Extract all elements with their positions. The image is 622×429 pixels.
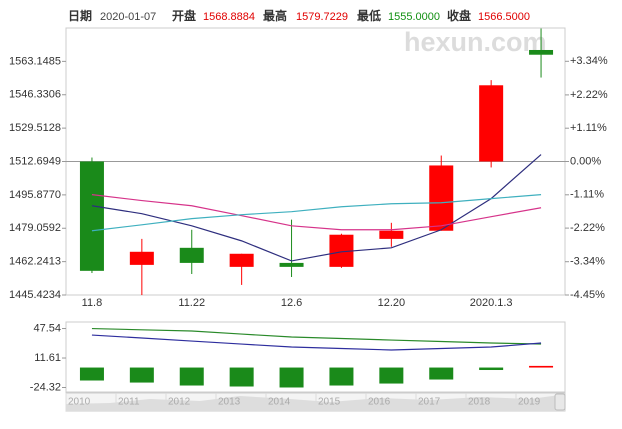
ma-line	[91, 334, 542, 351]
timeline-label: 2016	[368, 397, 391, 408]
ma-line	[91, 194, 542, 232]
timeline-label: 2014	[268, 397, 291, 408]
header-value: 1566.5000	[478, 11, 530, 23]
timeline-label: 2017	[418, 397, 441, 408]
header-label: 最高	[263, 8, 287, 23]
x-tick-label: 11.22	[178, 297, 205, 309]
y-tick-label: 1512.6949	[9, 155, 61, 167]
x-tick-label: 2020.1.3	[470, 297, 513, 309]
y2-tick-label: +3.34%	[570, 55, 608, 67]
candle-body	[279, 262, 304, 267]
y-tick-label: 1529.5128	[9, 122, 61, 134]
bar	[129, 367, 154, 383]
timeline-label: 2018	[468, 397, 491, 408]
timeline-label: 2013	[218, 397, 241, 408]
header-value: 2020-01-07	[100, 11, 156, 23]
timeline-label: 2015	[318, 397, 341, 408]
ma-line	[91, 327, 542, 345]
header-value: 1555.0000	[388, 11, 440, 23]
header-label: 收盘	[447, 8, 471, 23]
bar	[229, 367, 254, 387]
y2-tick-label: +1.11%	[570, 122, 607, 134]
bar	[79, 367, 104, 381]
watermark: hexun.com	[404, 27, 547, 57]
timeline-label: 2011	[118, 397, 140, 408]
y2-tick-label: -2.22%	[570, 222, 605, 234]
timeline-label: 2012	[168, 397, 191, 408]
header-value: 1579.7229	[296, 11, 348, 23]
y2-tick-label: +2.22%	[570, 89, 608, 101]
x-tick-label: 11.8	[82, 297, 103, 309]
candle-body	[179, 247, 204, 263]
y-tick-label: 1546.3306	[9, 89, 61, 101]
candle-body	[479, 85, 504, 162]
bar	[379, 367, 404, 384]
timeline-label: 2010	[68, 397, 91, 408]
candle-body	[529, 49, 554, 55]
y-tick-label: 47.54	[33, 322, 61, 334]
ma-line	[91, 194, 542, 231]
candle-body	[229, 253, 254, 267]
plot-frame	[65, 321, 566, 393]
timeline-label: 2019	[518, 397, 541, 408]
candle-body	[79, 161, 104, 271]
y-tick-label: 1462.2413	[9, 256, 61, 268]
candle-body	[379, 230, 404, 239]
y-tick-label: 11.61	[34, 352, 61, 364]
bar	[429, 367, 454, 380]
header-label: 日期	[68, 8, 92, 23]
y-tick-label: 1495.8770	[9, 189, 61, 201]
y2-tick-label: -4.45%	[570, 289, 605, 301]
y-tick-label: 1479.0592	[9, 222, 61, 234]
x-tick-label: 12.20	[378, 297, 406, 309]
header-label: 开盘	[172, 8, 196, 23]
x-tick-label: 12.6	[281, 297, 302, 309]
bar	[529, 365, 554, 368]
ma-line	[91, 154, 542, 262]
bar	[479, 367, 504, 371]
bar	[179, 367, 204, 386]
scroll-handle[interactable]	[554, 393, 566, 411]
y2-tick-label: -3.34%	[570, 256, 605, 268]
y2-tick-label: 0.00%	[570, 155, 601, 167]
bar	[329, 367, 354, 386]
y-tick-label: 1445.4234	[9, 289, 61, 301]
y-tick-label: -24.32	[30, 381, 61, 393]
candle-body	[429, 165, 454, 231]
bar	[279, 367, 304, 388]
y-tick-label: 1563.1485	[9, 55, 61, 67]
y2-tick-label: -1.11%	[570, 189, 604, 201]
header-value: 1568.8884	[203, 11, 255, 23]
header-label: 最低	[357, 8, 381, 23]
candle-body	[129, 251, 154, 265]
